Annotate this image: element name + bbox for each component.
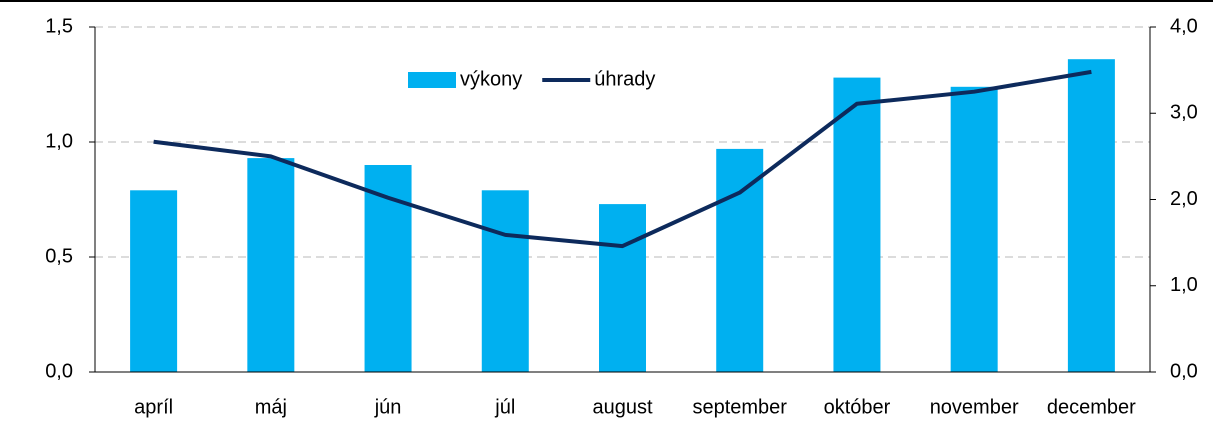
legend-label: úhrady [594, 68, 655, 90]
x-tick-label: máj [255, 396, 287, 418]
y2-tick-label: 0,0 [1170, 360, 1198, 382]
bar [950, 86, 998, 373]
x-tick-label: október [824, 396, 891, 418]
x-tick-label: december [1047, 396, 1136, 418]
legend-swatch [408, 72, 456, 88]
bar [247, 158, 295, 372]
x-tick-label: júl [494, 396, 515, 418]
bar [130, 190, 178, 372]
bar [1067, 59, 1115, 372]
x-tick-label: november [930, 396, 1019, 418]
x-tick-label: september [692, 396, 787, 418]
y-tick-label: 1,5 [45, 15, 73, 37]
legend-label: výkony [460, 68, 522, 90]
y2-tick-label: 1,0 [1170, 274, 1198, 296]
x-tick-label: august [592, 396, 652, 418]
y-tick-label: 0,0 [45, 360, 73, 382]
y2-tick-label: 4,0 [1170, 15, 1198, 37]
x-tick-label: jún [374, 396, 402, 418]
bar [716, 148, 764, 372]
y2-tick-label: 2,0 [1170, 188, 1198, 210]
line [153, 69, 1092, 249]
bar [599, 204, 646, 372]
bar [833, 77, 881, 372]
x-tick-label: apríl [134, 396, 173, 418]
y-tick-label: 1,0 [45, 130, 73, 152]
y2-tick-label: 3,0 [1170, 102, 1198, 124]
y-tick-label: 0,5 [45, 245, 73, 267]
bar [481, 190, 529, 372]
